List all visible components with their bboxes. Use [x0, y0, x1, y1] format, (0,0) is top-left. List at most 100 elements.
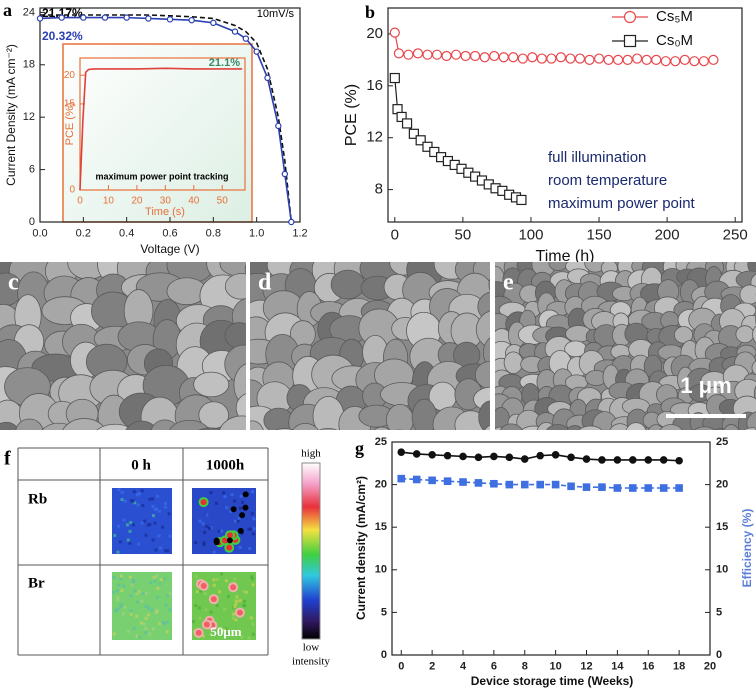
map-noise	[125, 523, 129, 527]
y-tick-label: 24	[23, 6, 35, 18]
data-point	[508, 52, 519, 63]
grain	[625, 422, 647, 430]
sem-image: e	[495, 262, 756, 430]
data-point	[412, 450, 421, 458]
series-line	[394, 77, 522, 201]
map-noise	[154, 548, 158, 552]
map-noise	[146, 523, 150, 527]
map-noise	[129, 499, 133, 503]
x-tick-label: 0.4	[119, 227, 134, 239]
map-noise	[231, 616, 235, 620]
data-point	[708, 54, 719, 65]
data-point	[629, 484, 637, 492]
map-noise	[140, 621, 144, 625]
x-tick-label: 0.8	[206, 227, 221, 239]
map-noise	[202, 543, 206, 547]
data-point	[498, 52, 509, 63]
series-line	[40, 14, 293, 223]
y-axis-title: PCE (%)	[343, 84, 360, 146]
map-noise	[243, 599, 247, 603]
data-point	[613, 456, 622, 464]
grains	[0, 262, 246, 430]
data-point	[281, 170, 289, 178]
y-tick-label: 5	[381, 606, 387, 618]
scale-bar-label: 1 μm	[680, 373, 731, 398]
map-noise	[168, 534, 172, 538]
x-axis-title: Time (s)	[145, 206, 185, 218]
map-noise	[158, 546, 162, 550]
map-noise	[122, 612, 126, 616]
map-noise	[194, 603, 198, 607]
map-background	[112, 488, 172, 554]
series-line	[79, 67, 243, 191]
data-point	[551, 450, 560, 459]
y-tick-label: 10	[375, 564, 387, 576]
data-point	[429, 146, 440, 158]
data-point	[675, 456, 683, 465]
map-spot	[226, 537, 233, 544]
y-axis-title: Current Density (mA cm⁻²)	[4, 44, 18, 186]
map-noise	[194, 574, 198, 578]
map-noise	[155, 574, 159, 578]
map-spot	[226, 532, 233, 539]
data-point	[565, 53, 576, 64]
map-spot	[226, 544, 233, 551]
map-noise	[238, 546, 242, 550]
y-tick-label: 15	[64, 99, 76, 110]
annotation: maximum power point	[548, 195, 696, 212]
map-noise	[155, 507, 159, 511]
data-point	[397, 448, 406, 457]
x-tick-label: 12	[580, 660, 592, 672]
y2-tick-label: 5	[716, 606, 722, 618]
map-noise	[135, 614, 139, 618]
map-noise	[163, 577, 167, 581]
data-point	[474, 453, 483, 462]
map-noise	[126, 538, 130, 542]
map-noise	[120, 498, 124, 502]
y2-tick-label: 0	[716, 649, 722, 661]
map-noise	[252, 517, 256, 521]
data-point	[582, 483, 591, 491]
x-tick-label: 150	[587, 226, 612, 243]
data-point	[428, 476, 436, 485]
map-noise	[153, 579, 157, 583]
map-noise	[144, 616, 148, 620]
y-tick-label: 20	[375, 479, 387, 491]
map-noise	[221, 491, 225, 495]
grain	[478, 400, 490, 430]
x-tick-label: 50	[455, 226, 472, 243]
map-spot	[200, 582, 207, 589]
data-point	[145, 15, 152, 22]
map-noise	[116, 598, 120, 602]
y2-tick-label: 25	[716, 436, 728, 448]
grain	[752, 325, 756, 344]
y-tick-label: 15	[375, 521, 387, 533]
map-noise	[239, 494, 243, 498]
grain	[62, 418, 107, 430]
grain	[224, 273, 246, 300]
x-tick-label: 4	[460, 660, 467, 672]
map-noise	[251, 532, 255, 536]
grains	[250, 262, 490, 430]
map-noise	[161, 525, 165, 529]
map-noise	[156, 494, 160, 498]
y-tick-label: 0	[69, 185, 75, 196]
map-noise	[122, 584, 126, 588]
map-noise	[195, 590, 199, 594]
map-noise	[116, 524, 120, 528]
data-point	[517, 53, 528, 64]
y-tick-label: 0	[381, 649, 387, 661]
chart: 0 2 4 6 8 10 12 14 16 18 2005101520250510152025Dev…	[354, 436, 754, 688]
data-point	[490, 452, 498, 461]
grain	[96, 423, 134, 430]
data-point	[275, 122, 282, 130]
map-noise	[208, 526, 212, 530]
grain	[483, 337, 490, 368]
grain	[566, 425, 584, 430]
grain	[546, 424, 570, 430]
y-tick-label: 18	[23, 59, 35, 71]
map-noise	[217, 529, 221, 533]
y-tick-label: 6	[29, 163, 35, 175]
grain	[735, 325, 755, 344]
